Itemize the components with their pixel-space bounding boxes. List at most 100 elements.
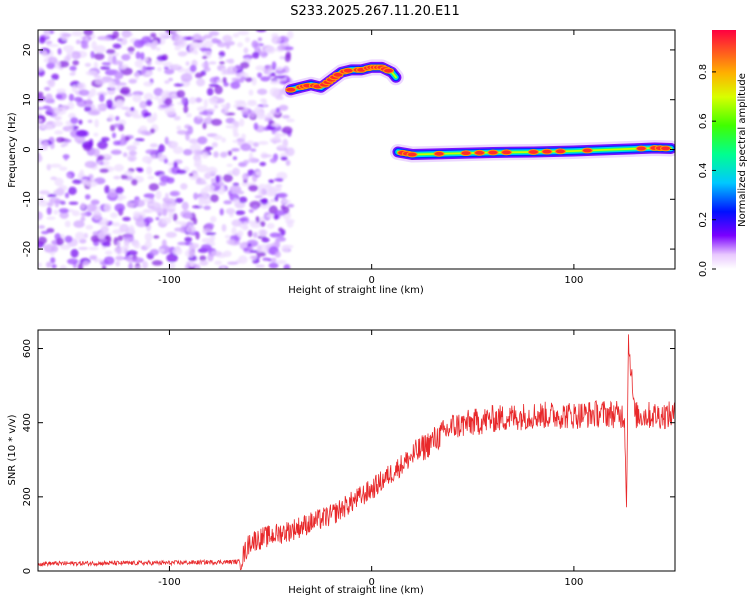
noise-blob xyxy=(64,220,71,228)
noise-blob xyxy=(194,72,203,79)
noise-blob xyxy=(113,247,126,255)
noise-blob xyxy=(116,241,121,247)
noise-blob xyxy=(46,62,55,70)
noise-blob xyxy=(115,82,127,86)
noise-blob xyxy=(255,216,260,224)
noise-blob xyxy=(122,152,128,158)
noise-blob xyxy=(142,198,153,202)
noise-blob xyxy=(143,216,154,224)
noise-blob xyxy=(164,97,173,106)
noise-blob xyxy=(122,216,131,222)
noise-blob xyxy=(156,67,162,72)
noise-blob xyxy=(61,33,72,37)
noise-blob xyxy=(195,181,208,185)
noise-blob xyxy=(38,142,43,147)
noise-blob xyxy=(75,39,81,45)
noise-blob xyxy=(257,88,268,95)
ridge-hotspot xyxy=(474,149,486,156)
noise-blob xyxy=(70,117,79,125)
noise-blob xyxy=(248,89,254,96)
noise-blob xyxy=(103,203,112,213)
noise-blob xyxy=(198,111,209,116)
noise-blob xyxy=(128,78,137,84)
noise-blob xyxy=(192,149,202,156)
noise-blob xyxy=(133,266,142,269)
snr-xtick-label: -100 xyxy=(158,577,181,588)
noise-blob xyxy=(202,122,207,130)
noise-blob xyxy=(268,179,274,184)
noise-blob xyxy=(274,209,286,216)
ridge-hotspot xyxy=(460,150,472,157)
noise-blob xyxy=(71,30,83,37)
noise-blob xyxy=(128,225,135,234)
ridge-hotspot xyxy=(527,149,539,155)
noise-blob xyxy=(252,232,258,238)
noise-blob xyxy=(127,46,135,53)
noise-blob xyxy=(121,53,131,61)
noise-blob xyxy=(142,65,147,74)
noise-blob xyxy=(206,166,218,175)
snr-xtick-label: 0 xyxy=(368,577,374,588)
noise-blob xyxy=(194,97,203,103)
noise-blob xyxy=(117,235,124,242)
noise-blob xyxy=(77,263,84,269)
noise-blob xyxy=(162,208,168,217)
noise-blob xyxy=(107,114,115,122)
noise-blob xyxy=(90,50,95,59)
noise-blob xyxy=(226,239,236,245)
snr-ytick-label: 600 xyxy=(22,339,33,358)
noise-blob xyxy=(259,229,267,237)
noise-blob xyxy=(139,100,148,109)
noise-blob xyxy=(158,98,164,106)
noise-blob xyxy=(56,237,64,246)
noise-blob xyxy=(44,86,51,91)
noise-blob xyxy=(115,255,125,261)
noise-blob xyxy=(85,70,98,76)
noise-blob xyxy=(174,45,181,51)
noise-blob xyxy=(68,93,75,102)
noise-blob xyxy=(264,65,271,69)
noise-blob xyxy=(173,83,184,87)
noise-blob xyxy=(74,96,83,102)
noise-blob xyxy=(247,220,257,225)
ridge-hotspot xyxy=(406,151,418,158)
noise-blob xyxy=(181,201,189,211)
noise-blob xyxy=(201,152,209,159)
noise-blob xyxy=(132,141,141,146)
ridge-hotspot xyxy=(500,149,512,156)
noise-blob xyxy=(266,223,275,229)
noise-blob xyxy=(112,43,122,49)
noise-blob xyxy=(269,87,280,97)
noise-blob xyxy=(71,50,81,60)
noise-blob xyxy=(143,208,151,213)
noise-blob xyxy=(149,128,156,134)
noise-blob xyxy=(202,55,208,60)
noise-blob xyxy=(278,133,287,137)
noise-blob xyxy=(38,36,46,44)
ridge-hotspot xyxy=(541,148,553,155)
noise-blob xyxy=(54,177,64,187)
noise-blob xyxy=(101,62,111,66)
ridge-hotspot xyxy=(660,145,672,152)
noise-blob xyxy=(267,258,272,262)
noise-blob xyxy=(196,106,208,112)
noise-blob xyxy=(158,181,167,186)
noise-blob xyxy=(193,217,198,225)
noise-blob xyxy=(46,163,52,171)
noise-blob xyxy=(210,194,219,203)
noise-blob xyxy=(260,204,269,209)
noise-blob xyxy=(164,136,169,145)
noise-blob xyxy=(38,200,50,207)
noise-blob xyxy=(232,198,239,205)
noise-blob xyxy=(224,234,231,239)
noise-blob xyxy=(257,37,263,42)
noise-blob xyxy=(43,244,55,248)
noise-blob xyxy=(78,119,83,125)
noise-blob xyxy=(232,182,240,187)
noise-blob xyxy=(153,87,164,97)
noise-blob xyxy=(267,187,277,196)
noise-blob xyxy=(80,216,86,222)
noise-blob xyxy=(271,122,281,127)
noise-blob xyxy=(269,232,281,238)
noise-blob xyxy=(223,174,233,183)
